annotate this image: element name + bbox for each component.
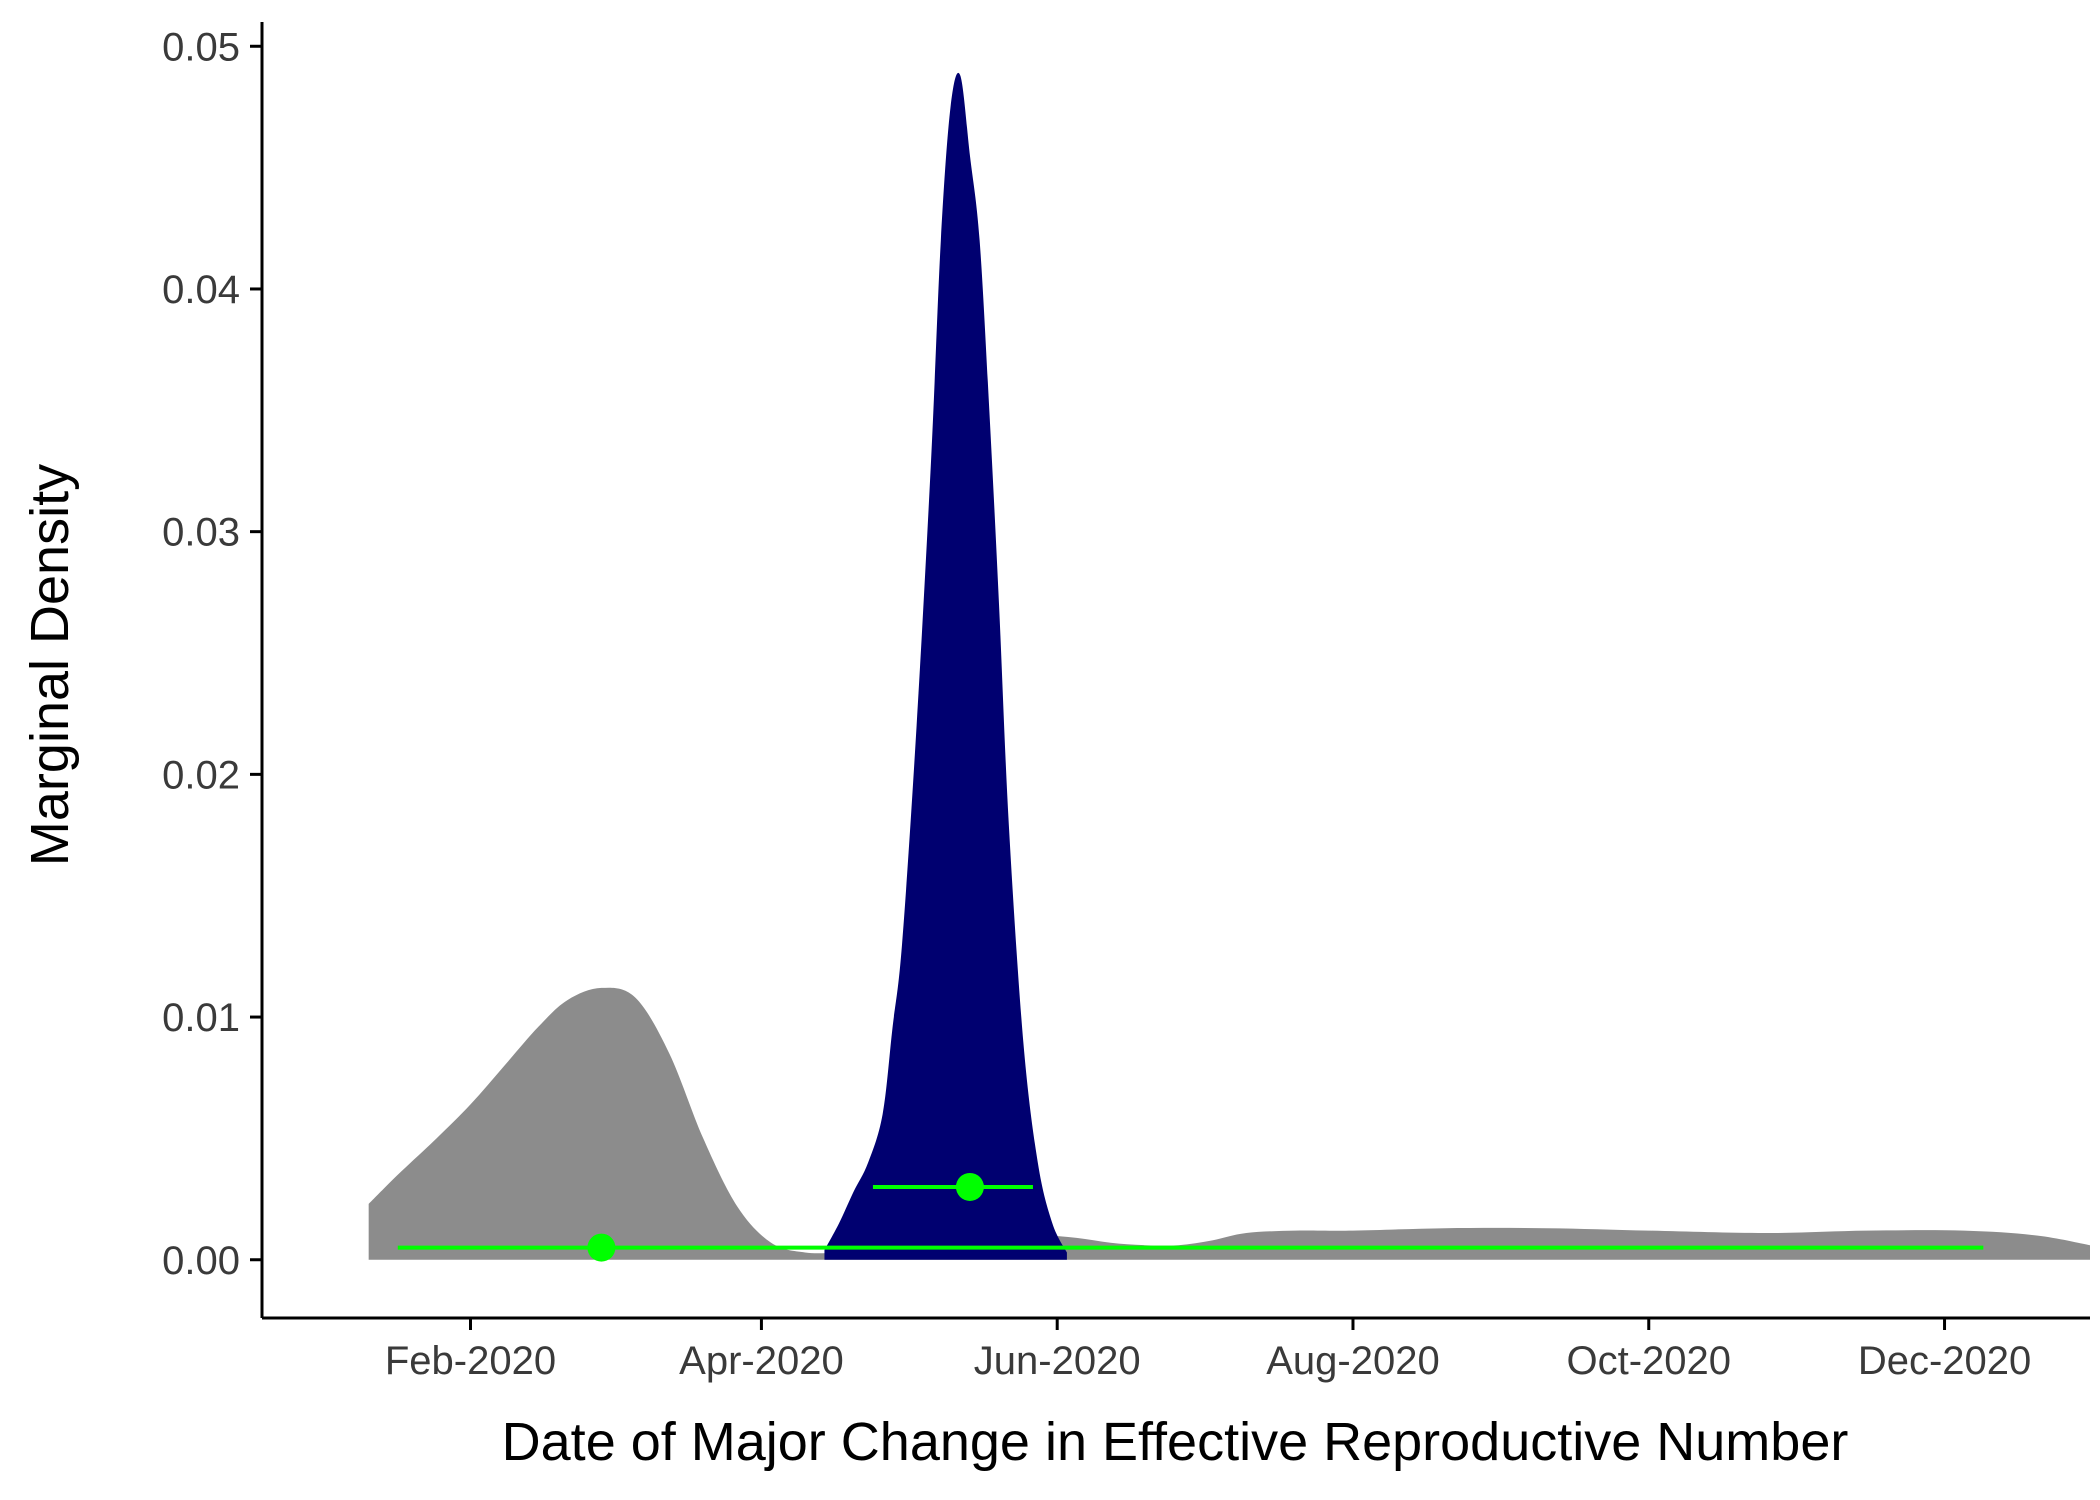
x-tick-label: Dec-2020 bbox=[1858, 1339, 2031, 1383]
y-tick-label: 0.03 bbox=[162, 511, 240, 555]
y-axis-title: Marginal Density bbox=[20, 464, 80, 866]
density-area-navy bbox=[824, 72, 1067, 1260]
interval-point bbox=[955, 1172, 984, 1201]
density-area-gray bbox=[368, 987, 2091, 1260]
y-tick-label: 0.04 bbox=[162, 268, 240, 312]
x-axis-ticks: Feb-2020 Apr-2020 Jun-2020 Aug-2020 Oct-2020… bbox=[385, 1318, 2031, 1383]
y-tick-label: 0.05 bbox=[162, 25, 240, 69]
x-tick-label: Oct-2020 bbox=[1566, 1339, 1731, 1383]
density-areas bbox=[368, 72, 2091, 1260]
y-axis-ticks: 0.00 0.01 0.02 0.03 0.04 0.05 bbox=[162, 25, 262, 1283]
x-tick-label: Feb-2020 bbox=[385, 1339, 556, 1383]
y-tick-label: 0.00 bbox=[162, 1239, 240, 1283]
credible-intervals bbox=[397, 1172, 1984, 1262]
x-tick-label: Jun-2020 bbox=[974, 1339, 1141, 1383]
y-tick-label: 0.02 bbox=[162, 753, 240, 797]
y-tick-label: 0.01 bbox=[162, 996, 240, 1040]
x-tick-label: Apr-2020 bbox=[679, 1339, 844, 1383]
interval-point bbox=[587, 1233, 616, 1262]
x-tick-label: Aug-2020 bbox=[1266, 1339, 1439, 1383]
x-axis-title: Date of Major Change in Effective Reprod… bbox=[502, 1412, 1849, 1472]
